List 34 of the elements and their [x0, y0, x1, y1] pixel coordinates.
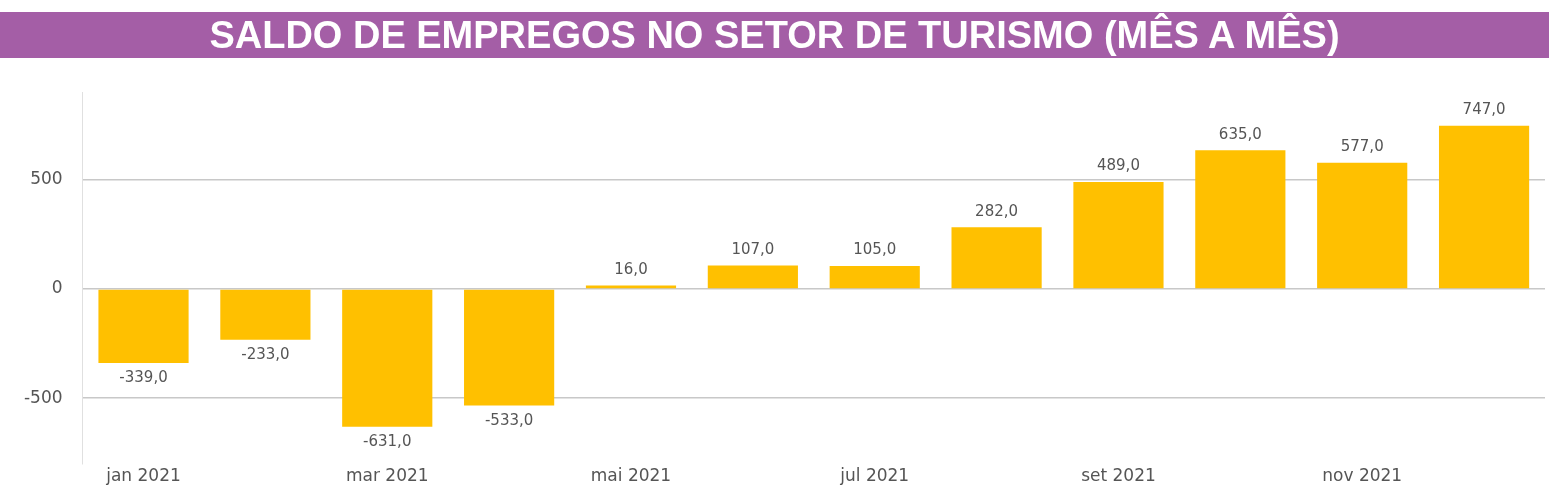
bar — [1317, 162, 1408, 289]
x-tick-label: set 2021 — [1081, 465, 1156, 486]
bar — [220, 289, 311, 340]
data-label: 577,0 — [1340, 137, 1384, 156]
x-tick-label: jan 2021 — [105, 465, 181, 486]
x-tick-label: nov 2021 — [1322, 465, 1403, 486]
bar — [951, 227, 1042, 289]
bar — [1195, 150, 1286, 289]
bar — [464, 289, 555, 406]
x-tick-label: mar 2021 — [345, 465, 429, 486]
y-tick-label: -500 — [23, 386, 63, 407]
bar — [585, 285, 677, 289]
data-label: 105,0 — [853, 240, 897, 259]
bar — [829, 265, 920, 289]
data-label: 16,0 — [614, 259, 648, 278]
data-label: 635,0 — [1218, 124, 1262, 143]
y-tick-label: 0 — [51, 277, 63, 298]
data-label: -533,0 — [484, 410, 534, 429]
bar — [707, 265, 798, 289]
bar — [342, 289, 433, 427]
bar — [98, 289, 189, 364]
data-label: -631,0 — [363, 432, 412, 451]
x-tick-label: jul 2021 — [839, 465, 910, 486]
chart-title: SALDO DE EMPREGOS NO SETOR DE TURISMO (MÊS A MÊS) — [0, 12, 1549, 58]
data-label: -233,0 — [241, 345, 290, 364]
x-tick-label: mai 2021 — [590, 465, 672, 486]
data-label: 107,0 — [731, 239, 775, 258]
data-label: 747,0 — [1462, 100, 1506, 119]
data-label: 489,0 — [1096, 156, 1140, 175]
data-label: 282,0 — [975, 201, 1019, 220]
y-tick-label: 500 — [30, 168, 63, 189]
bar — [1438, 125, 1530, 289]
bar — [1073, 182, 1164, 289]
data-label: -339,0 — [119, 368, 168, 387]
